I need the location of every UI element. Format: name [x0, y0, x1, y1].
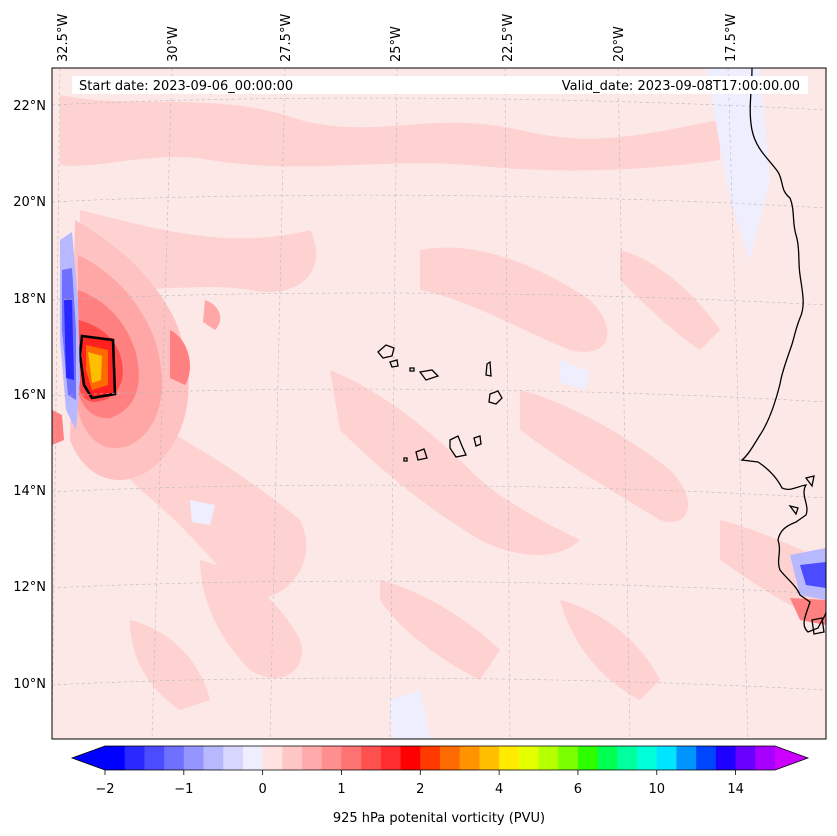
colorbar-bin [400, 746, 421, 770]
colorbar-tick-label: 10 [648, 782, 665, 797]
colorbar-tick-label: −1 [174, 782, 193, 797]
colorbar-bin [656, 746, 677, 770]
colorbar-tick-label: −2 [95, 782, 114, 797]
graticule [52, 68, 826, 739]
colorbar-bin [144, 746, 165, 770]
colorbar-bin [242, 746, 264, 770]
lon-label-22-5w: 22.5°W [501, 14, 516, 62]
pv-field-negative-faint [190, 68, 770, 739]
colorbar-tick-label: 6 [574, 782, 582, 797]
colorbar-bin [124, 746, 145, 770]
colorbar-bin [321, 746, 342, 770]
colorbar-bin [518, 746, 540, 770]
colorbar-bin [538, 746, 559, 770]
colorbar-bins [105, 746, 776, 770]
map-frame [51, 67, 827, 740]
colorbar-tick-label: 0 [259, 782, 267, 797]
colorbar-bin [203, 746, 224, 770]
title-strip [72, 76, 808, 94]
lon-label-27-5w: 27.5°W [279, 14, 294, 62]
latitude-labels: 22°N 20°N 18°N 16°N 14°N 12°N 10°N [13, 99, 46, 692]
colorbar-bin [676, 746, 697, 770]
lon-label-32-5w: 32.5°W [56, 14, 71, 62]
valid-date-label: Valid_date: 2023-09-08T17:00:00.00 [562, 79, 800, 94]
colorbar-bin [459, 746, 480, 770]
lon-label-17-5w: 17.5°W [724, 14, 739, 62]
colorbar-bin [164, 746, 185, 770]
lon-label-30w: 30°W [166, 26, 181, 62]
colorbar-bin [617, 746, 638, 770]
lat-label-22n: 22°N [13, 99, 46, 114]
colorbar-tick-label: 1 [337, 782, 345, 797]
lat-label-10n: 10°N [13, 677, 46, 692]
lon-label-20w: 20°W [612, 26, 627, 62]
colorbar-bin [696, 746, 717, 770]
colorbar-bin [715, 746, 737, 770]
colorbar-tick-label: 4 [495, 782, 503, 797]
colorbar-bin [282, 746, 303, 770]
colorbar: −2 −1 0 1 2 4 6 10 14 925 hPa potenital vorticit… [70, 745, 810, 826]
colorbar-bin [341, 746, 362, 770]
colorbar-bin [479, 746, 500, 770]
start-date-label: Start date: 2023-09-06_00:00:00 [79, 79, 293, 94]
colorbar-bin [577, 746, 599, 770]
lat-label-14n: 14°N [13, 484, 46, 499]
colorbar-bin [735, 746, 756, 770]
colorbar-bin [105, 746, 126, 770]
lat-label-20n: 20°N [13, 195, 46, 210]
colorbar-bin [361, 746, 382, 770]
colorbar-bin [183, 746, 205, 770]
colorbar-bin [440, 746, 461, 770]
colorbar-label: 925 hPa potenital vorticity (PVU) [333, 811, 545, 826]
colorbar-bin [420, 746, 441, 770]
negative-pv-band [52, 232, 80, 445]
colorbar-bin [223, 746, 244, 770]
lat-label-12n: 12°N [13, 580, 46, 595]
colorbar-tick-label: 2 [416, 782, 424, 797]
colorbar-bin [597, 746, 618, 770]
colorbar-bin [637, 746, 658, 770]
lat-label-18n: 18°N [13, 292, 46, 307]
colorbar-over-arrow [775, 746, 808, 770]
colorbar-tick-label: 14 [727, 782, 744, 797]
colorbar-bin [380, 746, 402, 770]
lat-label-16n: 16°N [13, 388, 46, 403]
colorbar-bin [262, 746, 283, 770]
colorbar-bin [558, 746, 579, 770]
colorbar-under-arrow [72, 746, 105, 770]
colorbar-bin [302, 746, 323, 770]
coastal-pv-feature [790, 548, 826, 625]
colorbar-bin [499, 746, 520, 770]
lon-label-25w: 25°W [389, 26, 404, 62]
african-coastline [740, 68, 826, 635]
cape-verde-islands [377, 344, 503, 462]
map-panel [52, 68, 826, 739]
colorbar-bin [755, 746, 776, 770]
storm-pv-anomaly [70, 220, 221, 480]
colorbar-ticks: −2 −1 0 1 2 4 6 10 14 [95, 770, 744, 797]
longitude-labels: 32.5°W 30°W 27.5°W 25°W 22.5°W 20°W 17.5… [56, 14, 739, 62]
